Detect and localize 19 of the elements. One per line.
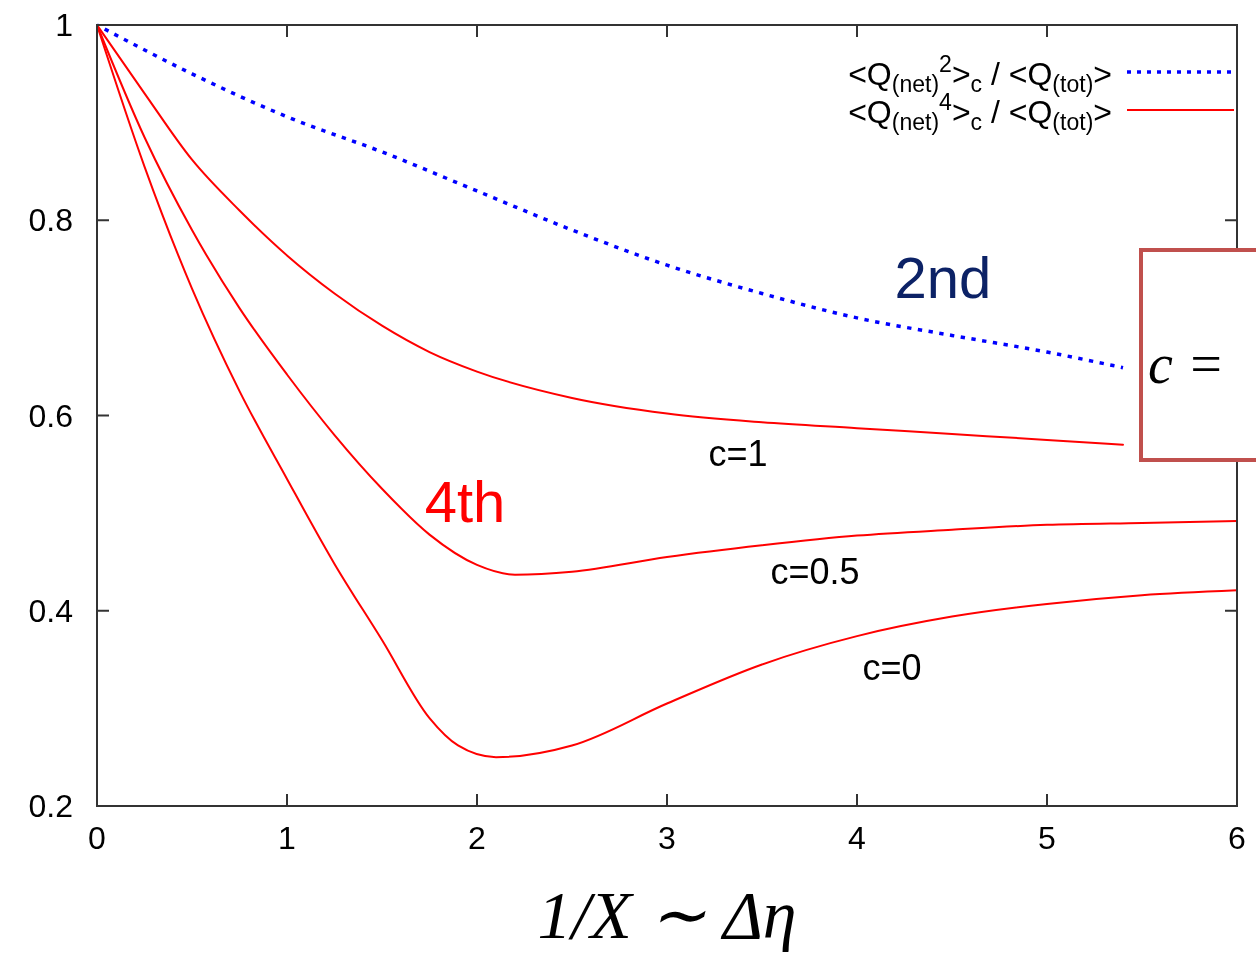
x-tick-label: 5 <box>1038 820 1056 856</box>
y-tick-label: 0.6 <box>28 397 73 434</box>
x-tick-label: 6 <box>1228 820 1246 856</box>
x-axis-title: 1/X ∼ Δη <box>537 877 797 953</box>
x-tick-label: 2 <box>468 820 486 856</box>
x-tick-label: 4 <box>848 820 866 856</box>
x-tick-label: 1 <box>278 820 296 856</box>
y-tick-label: 0.4 <box>28 592 73 629</box>
annotation: c = <box>1148 333 1225 395</box>
x-tick-label: 3 <box>658 820 676 856</box>
x-tick-label: 0 <box>88 820 106 856</box>
y-tick-label: 1 <box>55 7 73 43</box>
annotation: c=1 <box>708 432 768 474</box>
annotation: 2nd <box>894 245 992 311</box>
annotation: c=0.5 <box>770 550 860 592</box>
annotation: c=0 <box>862 646 922 688</box>
annotation: 4th <box>424 469 506 535</box>
y-tick-label: 0.2 <box>28 788 73 824</box>
y-tick-label: 0.8 <box>28 202 73 239</box>
